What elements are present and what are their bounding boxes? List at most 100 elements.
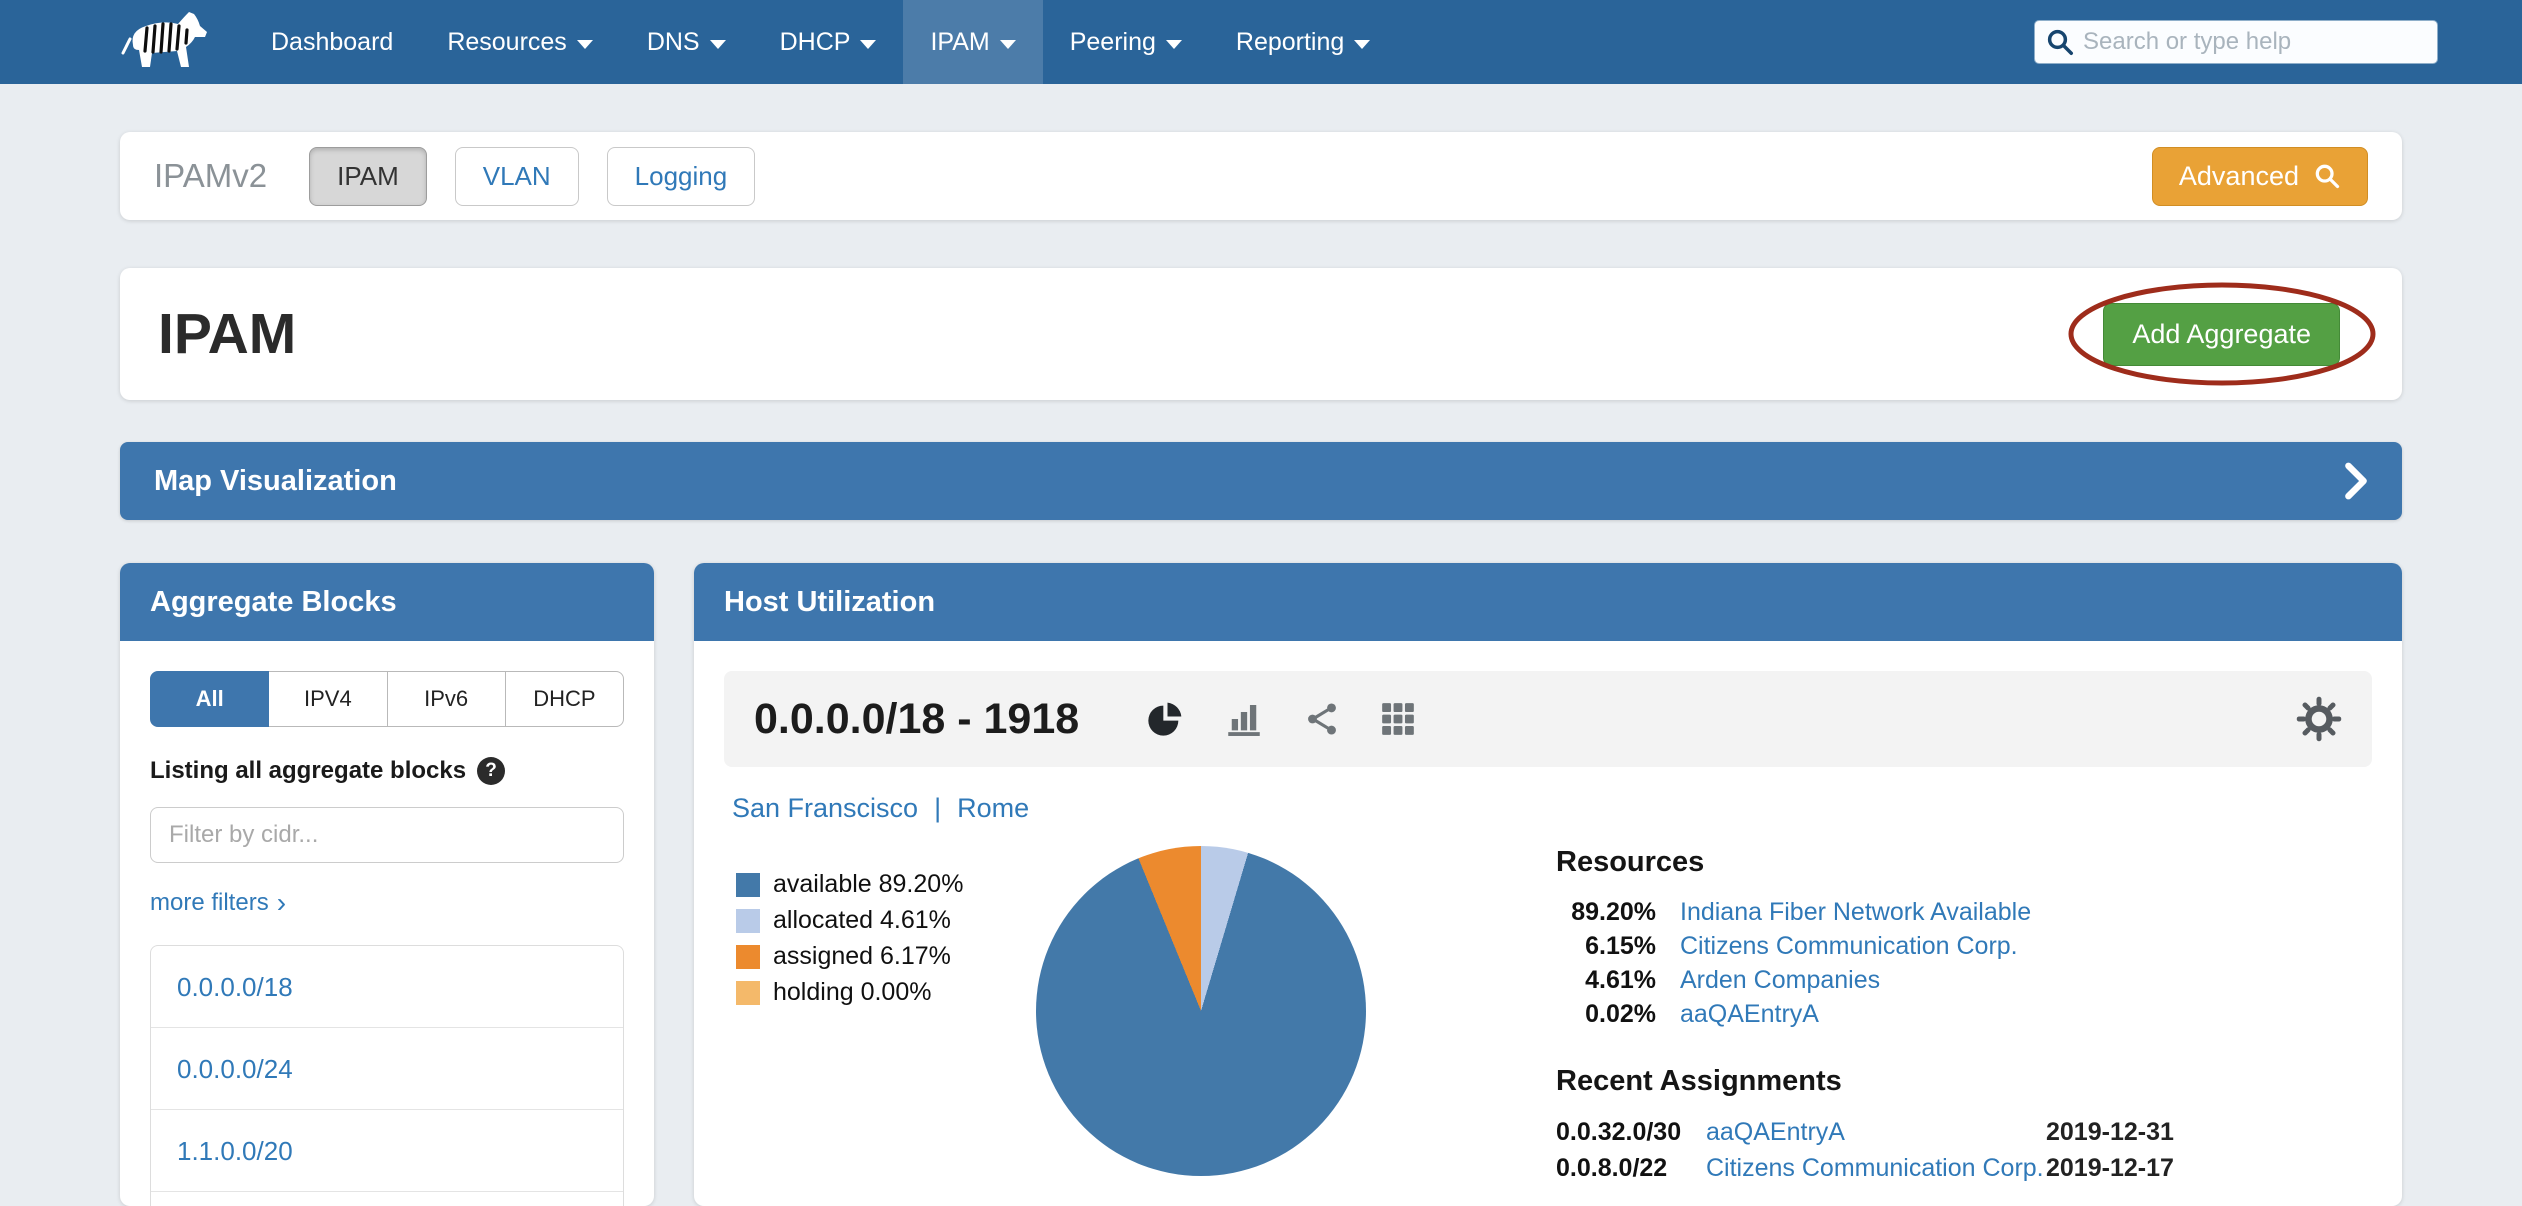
resource-row: 89.20% Indiana Fiber Network Available (1556, 895, 2372, 929)
aggregate-block-link[interactable]: 1.1.0.0/20 (151, 1110, 623, 1192)
aggregate-blocks-body: All IPV4 IPv6 DHCP Listing all aggregate… (120, 641, 654, 1206)
assignment-link[interactable]: Citizens Communication Corp. (1706, 1150, 2046, 1186)
host-utilization-header: Host Utilization (694, 563, 2402, 641)
more-filters-label: more filters (150, 889, 269, 917)
tab-ipv4[interactable]: IPV4 (268, 671, 387, 727)
legend-item-allocated: allocated 4.61% (736, 906, 1036, 935)
toolbar-title: IPAMv2 (154, 157, 267, 195)
nav-item-ipam[interactable]: IPAM (903, 0, 1042, 84)
zebra-logo-icon[interactable] (118, 9, 210, 75)
nav-item-dns[interactable]: DNS (620, 0, 753, 84)
utilization-chart-row: available 89.20% allocated 4.61% assigne… (724, 846, 2372, 1186)
nav-item-resources[interactable]: Resources (420, 0, 620, 84)
resource-link[interactable]: Citizens Communication Corp. (1680, 929, 2372, 963)
legend-label: assigned 6.17% (773, 942, 951, 971)
resource-link[interactable]: Arden Companies (1680, 963, 2372, 997)
map-visualization-bar[interactable]: Map Visualization (120, 442, 2402, 520)
help-icon[interactable]: ? (477, 757, 505, 785)
tab-ipv6[interactable]: IPv6 (387, 671, 506, 727)
resources-title: Resources (1556, 846, 2372, 879)
block-type-tabs: All IPV4 IPv6 DHCP (150, 671, 624, 727)
advanced-search-button[interactable]: Advanced (2152, 147, 2368, 206)
toolbar-tab-ipam[interactable]: IPAM (309, 147, 427, 206)
tab-all[interactable]: All (150, 671, 269, 727)
resource-row: 4.61% Arden Companies (1556, 963, 2372, 997)
toolbar-tab-vlan[interactable]: VLAN (455, 147, 579, 206)
nav-item-dashboard[interactable]: Dashboard (244, 0, 420, 84)
search-icon (2313, 162, 2341, 190)
listing-text: Listing all aggregate blocks (150, 757, 466, 785)
bar-chart-icon[interactable] (1223, 698, 1265, 740)
panel-columns: Aggregate Blocks All IPV4 IPv6 DHCP List… (120, 563, 2402, 1206)
legend-item-holding: holding 0.00% (736, 978, 1036, 1007)
assignment-cidr: 0.0.8.0/22 (1556, 1150, 1706, 1186)
aggregate-block-link[interactable]: 0.0.0.0/18 (151, 946, 623, 1028)
chevron-down-icon (1166, 40, 1182, 49)
aggregate-block-link[interactable]: 0.0.0.0/24 (151, 1028, 623, 1110)
pie-chart-icon[interactable] (1145, 699, 1185, 739)
search-icon (2045, 27, 2075, 57)
aggregate-blocks-header: Aggregate Blocks (120, 563, 654, 641)
tab-dhcp[interactable]: DHCP (505, 671, 624, 727)
aggregate-block-list: 0.0.0.0/18 0.0.0.0/24 1.1.0.0/20 (150, 945, 624, 1206)
resource-percent: 4.61% (1556, 963, 1656, 997)
resource-percent: 0.02% (1556, 997, 1656, 1031)
resource-link[interactable]: aaQAEntryA (1680, 997, 2372, 1031)
assignment-row: 0.0.8.0/22 Citizens Communication Corp. … (1556, 1150, 2372, 1186)
resource-row: 6.15% Citizens Communication Corp. (1556, 929, 2372, 963)
aggregate-blocks-title: Aggregate Blocks (150, 586, 397, 619)
host-utilization-panel: Host Utilization 0.0.0.0/18 - 1918 (694, 563, 2402, 1206)
pipe-separator: | (934, 793, 941, 824)
resource-link[interactable]: Indiana Fiber Network Available (1680, 895, 2372, 929)
nav-label: DHCP (780, 28, 851, 57)
nav-item-peering[interactable]: Peering (1043, 0, 1209, 84)
chevron-down-icon (1354, 40, 1370, 49)
resource-row: 0.02% aaQAEntryA (1556, 997, 2372, 1031)
grid-icon[interactable] (1379, 700, 1417, 738)
nav-item-reporting[interactable]: Reporting (1209, 0, 1397, 84)
pie-legend: available 89.20% allocated 4.61% assigne… (736, 870, 1036, 1007)
advanced-label: Advanced (2179, 161, 2299, 192)
assignment-row: 0.0.32.0/30 aaQAEntryA 2019-12-31 (1556, 1114, 2372, 1150)
gear-icon[interactable] (2296, 696, 2342, 742)
nav-label: Reporting (1236, 28, 1344, 57)
assignment-date: 2019-12-31 (2046, 1114, 2372, 1150)
chevron-down-icon (1000, 40, 1016, 49)
resources-column: Resources 89.20% Indiana Fiber Network A… (1556, 846, 2372, 1186)
block-subheader: 0.0.0.0/18 - 1918 (724, 671, 2372, 767)
recent-assignments-title: Recent Assignments (1556, 1065, 2372, 1098)
main-content: IPAMv2 IPAM VLAN Logging Advanced IPAM A… (0, 132, 2522, 1206)
legend-swatch-assigned (736, 945, 760, 969)
more-filters-link[interactable]: more filters › (150, 889, 286, 917)
location-link-san-franscisco[interactable]: San Franscisco (732, 793, 918, 824)
legend-label: allocated 4.61% (773, 906, 951, 935)
assignment-link[interactable]: aaQAEntryA (1706, 1114, 2046, 1150)
search-input[interactable] (2083, 28, 2427, 56)
location-link-rome[interactable]: Rome (957, 793, 1029, 824)
nav-label: DNS (647, 28, 700, 57)
top-nav: Dashboard Resources DNS DHCP IPAM Peerin… (0, 0, 2522, 84)
legend-label: available 89.20% (773, 870, 963, 899)
cidr-filter-input[interactable] (150, 807, 624, 863)
share-icon[interactable] (1303, 700, 1341, 738)
toolbar-tab-logging[interactable]: Logging (607, 147, 756, 206)
global-search-box (2034, 20, 2438, 64)
nav-label: Resources (447, 28, 567, 57)
main-menu: Dashboard Resources DNS DHCP IPAM Peerin… (244, 0, 1397, 84)
nav-item-dhcp[interactable]: DHCP (753, 0, 904, 84)
chevron-down-icon (710, 40, 726, 49)
nav-label: Dashboard (271, 28, 393, 57)
aggregate-block-link-partial[interactable] (151, 1192, 623, 1206)
chevron-right-icon: › (277, 893, 286, 913)
utilization-pie-chart (1036, 846, 1366, 1176)
nav-label: IPAM (930, 28, 989, 57)
legend-swatch-allocated (736, 909, 760, 933)
legend-swatch-available (736, 873, 760, 897)
assignment-date: 2019-12-17 (2046, 1150, 2372, 1186)
assignment-cidr: 0.0.32.0/30 (1556, 1114, 1706, 1150)
legend-item-assigned: assigned 6.17% (736, 942, 1036, 971)
aggregate-blocks-panel: Aggregate Blocks All IPV4 IPv6 DHCP List… (120, 563, 654, 1206)
page-title: IPAM (158, 301, 296, 367)
location-links: San Franscisco | Rome (724, 793, 2372, 824)
add-aggregate-button[interactable]: Add Aggregate (2103, 303, 2340, 366)
